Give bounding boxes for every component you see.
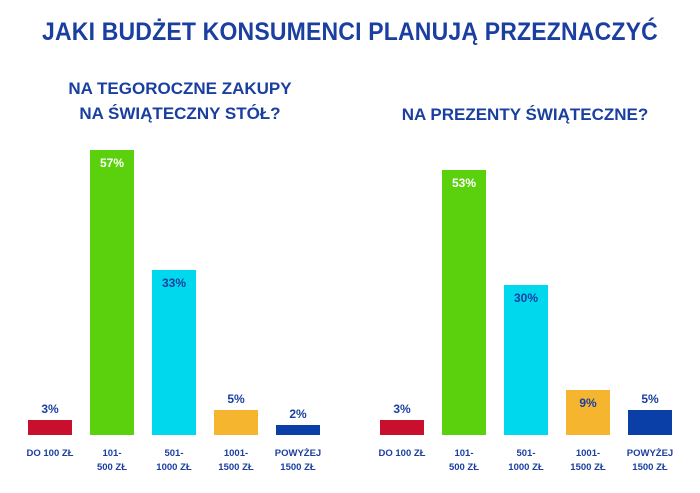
chart-1-category-label-5: 1500 ZŁ <box>280 462 316 473</box>
chart-2-category-label-3: 1000 ZŁ <box>508 462 544 473</box>
chart-1-value-label-3: 33% <box>162 276 186 290</box>
chart-2-category-label-2: 101- <box>454 448 473 459</box>
chart-2-bar-2 <box>442 170 486 435</box>
chart-1-bar-5 <box>276 425 320 435</box>
chart-2-value-label-1: 3% <box>393 402 411 416</box>
chart-1-value-label-1: 3% <box>41 402 59 416</box>
chart-2-category-label-4: 1500 ZŁ <box>570 462 606 473</box>
chart-1-bar-1 <box>28 420 72 435</box>
chart-2-category-label-5: POWYŻEJ <box>627 448 673 459</box>
chart-2-title-line-1: NA PREZENTY ŚWIĄTECZNE? <box>401 105 649 124</box>
chart-2-bar-4 <box>566 390 610 435</box>
chart-1-value-label-4: 5% <box>227 392 245 406</box>
chart-1-title-line-2: NA ŚWIĄTECZNY STÓŁ? <box>79 104 281 123</box>
chart-1-category-label-4: 1500 ZŁ <box>218 462 254 473</box>
chart-1-value-label-5: 2% <box>289 407 307 421</box>
chart-2-category-label-2: 500 ZŁ <box>449 462 479 473</box>
chart-1-title: NA TEGOROCZNE ZAKUPY NA ŚWIĄTECZNY STÓŁ? <box>30 76 330 126</box>
chart-2-category-label-5: 1500 ZŁ <box>632 462 668 473</box>
chart-1-category-label-4: 1001- <box>224 448 248 459</box>
chart-2-category-label-4: 1001- <box>576 448 600 459</box>
chart-2-value-label-3: 30% <box>514 291 538 305</box>
chart-1-value-label-2: 57% <box>100 156 124 170</box>
chart-2-value-label-2: 53% <box>452 176 476 190</box>
chart-1-bar-2 <box>90 150 134 435</box>
chart-1-bar-4 <box>214 410 258 435</box>
chart-1-category-label-1: DO 100 ZŁ <box>27 448 74 459</box>
chart-1-category-label-3: 1000 ZŁ <box>156 462 192 473</box>
chart-1-bar-3 <box>152 270 196 435</box>
chart-2-category-label-3: 501- <box>516 448 535 459</box>
chart-2-bar-5 <box>628 410 672 435</box>
chart-2-bar-3 <box>504 285 548 435</box>
chart-2-value-label-5: 5% <box>641 392 659 406</box>
chart-2-title: NA PREZENTY ŚWIĄTECZNE? <box>375 102 675 127</box>
chart-2-value-label-4: 9% <box>579 396 597 410</box>
chart-1-category-label-2: 101- <box>102 448 121 459</box>
chart-1-category-label-2: 500 ZŁ <box>97 462 127 473</box>
chart-1-category-label-5: POWYŻEJ <box>275 448 321 459</box>
chart-2-bar-1 <box>380 420 424 435</box>
page-title: JAKI BUDŻET KONSUMENCI PLANUJĄ PRZEZNACZ… <box>42 18 658 46</box>
chart-1-category-label-3: 501- <box>164 448 183 459</box>
chart-2-category-label-1: DO 100 ZŁ <box>379 448 426 459</box>
chart-1-title-line-1: NA TEGOROCZNE ZAKUPY <box>68 79 292 98</box>
